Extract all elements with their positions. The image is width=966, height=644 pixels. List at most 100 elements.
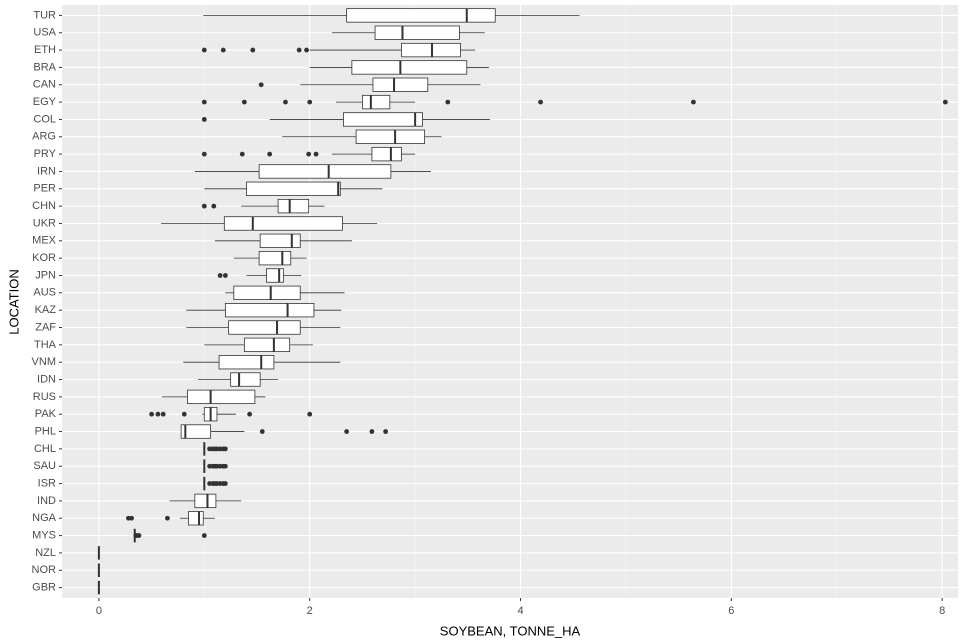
box — [233, 285, 301, 300]
box — [259, 233, 301, 248]
box — [372, 77, 429, 92]
box — [374, 25, 460, 40]
y-tick-label: VNM — [32, 356, 56, 368]
box — [258, 164, 392, 179]
outlier — [538, 99, 543, 105]
y-tick-label: CAN — [33, 79, 56, 91]
outlier — [129, 515, 134, 521]
outlier — [691, 99, 696, 105]
box — [243, 337, 291, 353]
y-tick-label: PAK — [35, 408, 57, 420]
x-tick-label: 8 — [939, 605, 945, 617]
outlier — [201, 203, 207, 209]
box — [346, 8, 496, 23]
outlier — [445, 99, 451, 105]
outlier — [307, 99, 313, 105]
y-tick-label: PER — [33, 183, 56, 195]
outlier — [149, 411, 155, 417]
outlier — [201, 151, 207, 157]
box — [218, 355, 275, 370]
outlier — [267, 151, 273, 157]
outlier — [222, 481, 228, 486]
box — [266, 268, 284, 283]
box — [194, 493, 217, 509]
box — [371, 146, 402, 162]
y-tick-label: MYS — [32, 529, 56, 541]
y-tick-label: IDN — [37, 373, 56, 385]
outlier — [250, 47, 256, 53]
outlier — [283, 99, 288, 105]
x-tick-label: 4 — [517, 605, 523, 617]
x-tick-label: 0 — [96, 605, 102, 617]
y-tick-label: CHN — [32, 200, 56, 212]
y-tick-label: JPN — [35, 269, 56, 281]
y-tick-label: AUS — [33, 287, 56, 299]
x-tick-label: 2 — [307, 605, 313, 617]
outlier — [160, 411, 166, 417]
y-tick-label: USA — [33, 27, 56, 39]
y-tick-label: EGY — [33, 96, 57, 108]
y-tick-label: BRA — [33, 61, 56, 73]
y-tick-label: ISR — [38, 477, 56, 489]
box — [351, 60, 468, 75]
outlier — [306, 151, 312, 157]
y-tick-label: NOR — [32, 564, 57, 576]
y-tick-label: PHL — [35, 425, 56, 437]
y-tick-label: NGA — [32, 512, 57, 524]
outlier — [181, 411, 187, 417]
y-tick-label: PRY — [34, 148, 57, 160]
box — [180, 424, 212, 439]
box — [187, 389, 256, 405]
box — [228, 320, 301, 335]
y-tick-label: ZAF — [35, 321, 56, 333]
box — [355, 129, 426, 144]
outlier — [296, 47, 302, 53]
box — [230, 372, 261, 387]
outlier — [258, 82, 264, 88]
y-tick-label: TUR — [33, 9, 56, 21]
outlier — [313, 151, 319, 157]
y-tick-label: NZL — [35, 547, 56, 559]
outlier — [201, 117, 207, 122]
outlier — [259, 429, 265, 434]
y-tick-label: ETH — [34, 44, 56, 56]
y-axis-title: LOCATION — [6, 269, 21, 335]
outlier — [942, 99, 948, 105]
outlier — [369, 429, 375, 434]
outlier — [222, 273, 228, 278]
y-tick-label: KOR — [32, 252, 56, 264]
y-tick-label: IND — [37, 495, 56, 507]
outlier — [201, 47, 207, 53]
box — [258, 250, 292, 266]
box — [246, 181, 341, 196]
outlier — [201, 99, 207, 105]
plot-background — [62, 5, 958, 598]
box — [188, 511, 204, 526]
y-tick-label: KAZ — [35, 304, 57, 316]
y-tick-label: SAU — [33, 460, 56, 472]
outlier — [304, 47, 309, 53]
box — [343, 112, 423, 127]
outlier — [307, 411, 313, 417]
outlier — [165, 515, 170, 521]
box — [223, 216, 343, 231]
x-tick-label: 6 — [728, 605, 734, 617]
y-tick-label: THA — [34, 339, 57, 351]
outlier — [220, 47, 226, 53]
box — [362, 94, 391, 110]
box — [401, 42, 461, 58]
outlier — [247, 411, 253, 417]
x-axis-title: SOYBEAN, TONNE_HA — [440, 623, 581, 638]
y-tick-label: GBR — [32, 582, 56, 594]
y-tick-label: IRN — [37, 165, 56, 177]
outlier — [383, 429, 389, 434]
outlier — [136, 533, 142, 538]
outlier — [222, 446, 228, 452]
outlier — [344, 429, 350, 434]
outlier — [201, 533, 207, 538]
outlier — [211, 203, 217, 209]
outlier — [222, 463, 228, 469]
outlier — [217, 273, 223, 278]
y-tick-label: COL — [33, 113, 56, 125]
